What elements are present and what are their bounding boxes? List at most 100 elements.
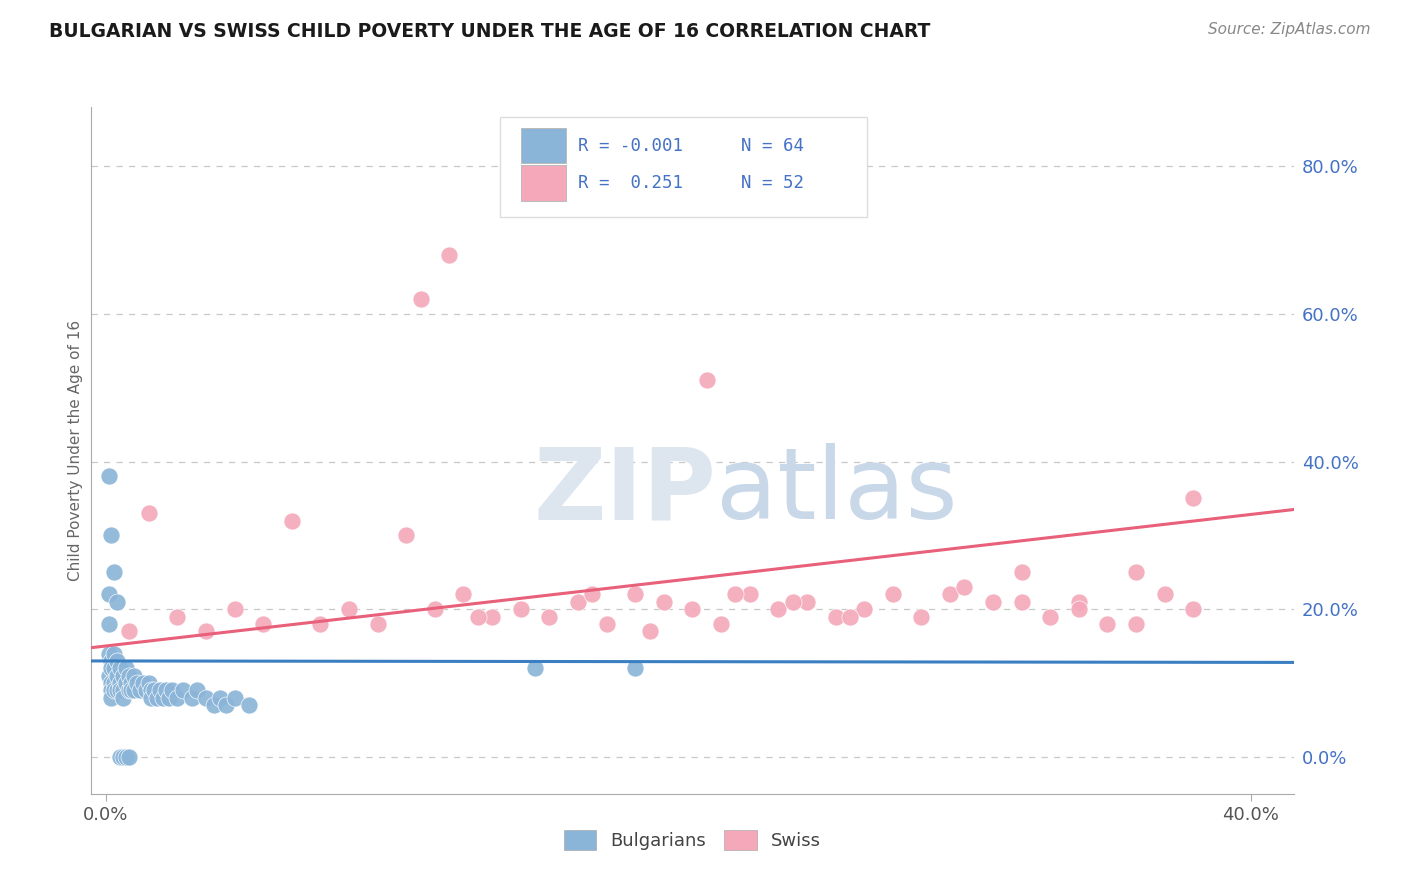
Point [105, 683, 128, 698]
Point [103, 647, 125, 661]
Point [624, 661, 647, 675]
Point [152, 690, 174, 705]
Point [143, 683, 166, 698]
Point [581, 587, 603, 601]
Point [939, 587, 962, 601]
Point [160, 683, 183, 698]
Point [141, 683, 163, 698]
Point [124, 669, 146, 683]
Point [108, 676, 131, 690]
Point [186, 683, 208, 698]
Point [166, 609, 188, 624]
Point [117, 669, 139, 683]
Point [146, 690, 169, 705]
Point [157, 690, 180, 705]
Point [882, 587, 904, 601]
Point [135, 683, 157, 698]
Point [132, 676, 155, 690]
Point [1039, 609, 1062, 624]
Point [824, 609, 846, 624]
Point [796, 595, 818, 609]
Point [129, 683, 152, 698]
Point [108, 683, 131, 698]
Point [141, 690, 163, 705]
Point [953, 580, 976, 594]
Point [652, 595, 675, 609]
Point [838, 609, 860, 624]
Text: R = -0.001: R = -0.001 [578, 136, 683, 154]
Text: atlas: atlas [717, 443, 957, 541]
Text: N = 52: N = 52 [741, 174, 804, 193]
Point [624, 587, 647, 601]
Point [204, 698, 226, 713]
Point [437, 248, 460, 262]
Point [696, 373, 718, 387]
Point [100, 690, 122, 705]
Point [172, 683, 194, 698]
Point [100, 683, 122, 698]
Point [367, 617, 389, 632]
Point [453, 587, 475, 601]
Point [180, 690, 202, 705]
Point [238, 698, 260, 713]
Point [111, 690, 134, 705]
Point [252, 617, 274, 632]
Point [1182, 602, 1205, 616]
Point [155, 683, 177, 698]
Point [395, 528, 418, 542]
Point [1011, 595, 1033, 609]
Point [215, 698, 238, 713]
Point [782, 595, 804, 609]
Point [97, 669, 120, 683]
Point [710, 617, 733, 632]
Point [1125, 617, 1147, 632]
Point [138, 506, 160, 520]
Point [105, 669, 128, 683]
Point [111, 669, 134, 683]
Point [114, 750, 136, 764]
Point [97, 469, 120, 483]
Point [981, 595, 1004, 609]
Point [166, 690, 188, 705]
Point [1182, 491, 1205, 506]
Point [97, 647, 120, 661]
Point [100, 676, 122, 690]
Point [124, 683, 146, 698]
Point [853, 602, 876, 616]
Point [538, 609, 561, 624]
Point [100, 661, 122, 675]
Point [309, 617, 332, 632]
Point [224, 690, 246, 705]
Text: R =  0.251: R = 0.251 [578, 174, 683, 193]
Text: ZIP: ZIP [534, 443, 717, 541]
Point [108, 750, 131, 764]
Point [105, 654, 128, 668]
Point [117, 750, 139, 764]
Point [423, 602, 446, 616]
Point [910, 609, 932, 624]
Point [567, 595, 589, 609]
Point [1067, 595, 1090, 609]
Point [103, 661, 125, 675]
Point [1153, 587, 1175, 601]
Point [681, 602, 703, 616]
Point [103, 676, 125, 690]
Point [1011, 566, 1033, 580]
Point [281, 514, 304, 528]
FancyBboxPatch shape [520, 165, 567, 201]
Point [117, 683, 139, 698]
Point [738, 587, 761, 601]
FancyBboxPatch shape [520, 128, 567, 163]
Point [97, 617, 120, 632]
Point [97, 587, 120, 601]
Point [524, 661, 547, 675]
Point [105, 595, 128, 609]
Point [638, 624, 661, 639]
Point [209, 690, 232, 705]
Y-axis label: Child Poverty Under the Age of 16: Child Poverty Under the Age of 16 [67, 320, 83, 581]
Point [337, 602, 360, 616]
Point [481, 609, 503, 624]
Point [120, 676, 143, 690]
Point [768, 602, 790, 616]
Point [114, 661, 136, 675]
